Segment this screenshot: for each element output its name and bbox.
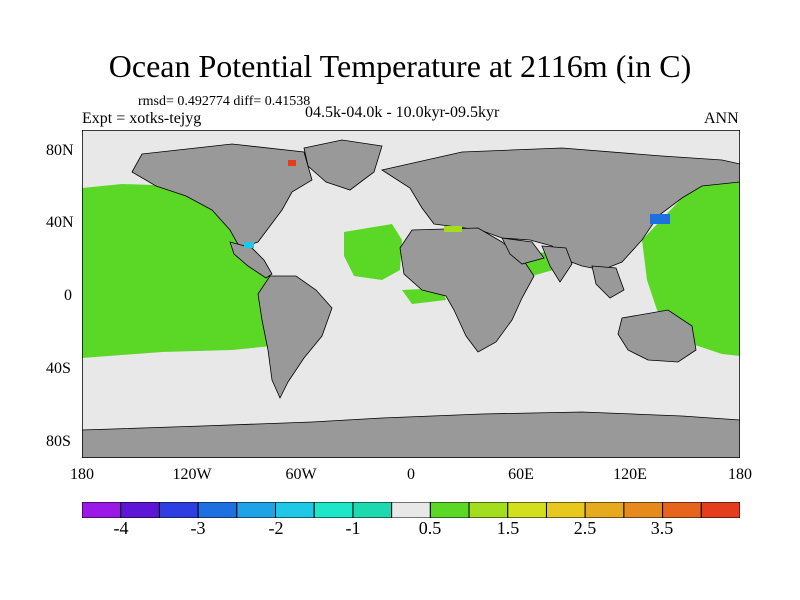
colorbar xyxy=(82,502,740,518)
colorbar-label-neg4: -4 xyxy=(113,518,129,538)
lon-label-120e: 120E xyxy=(613,466,647,483)
colorbar-box-4 xyxy=(236,502,277,518)
lat-label-40n: 40N xyxy=(46,214,74,231)
colorbar-box-5 xyxy=(275,502,315,518)
colorbar-label-neg2: -2 xyxy=(268,518,284,538)
colorbar-label-2-5: 2.5 xyxy=(573,518,597,538)
ocean-temperature-map xyxy=(82,130,740,458)
colorbar-box-6 xyxy=(313,502,354,518)
colorbar-box-14 xyxy=(623,502,664,518)
experiment-label: Expt = xotks-tejyg xyxy=(82,110,202,127)
stats-label: rmsd= 0.492774 diff= 0.41538 xyxy=(138,94,311,109)
colorbar-box-16 xyxy=(700,502,740,518)
gulf-cyan-spot xyxy=(244,242,254,248)
southeast-asia xyxy=(591,265,625,299)
map-title: Ocean Potential Temperature at 2116m (in… xyxy=(108,48,692,84)
south-america xyxy=(257,275,333,399)
colorbar-label-neg3: -3 xyxy=(190,518,206,538)
lon-label-60w: 60W xyxy=(285,466,317,483)
colorbar-box-13 xyxy=(584,502,625,518)
colorbar-box-7 xyxy=(352,502,393,518)
pacific-anomaly-east xyxy=(82,184,314,358)
colorbar-box-3 xyxy=(197,502,238,518)
colorbar-box-1 xyxy=(120,502,160,518)
arabia xyxy=(501,237,545,265)
antarctica xyxy=(82,411,740,458)
colorbar-label-neg1: -1 xyxy=(345,518,361,538)
mediterranean-spot xyxy=(444,226,462,232)
lat-label-40s: 40S xyxy=(46,360,71,377)
colorbar-label-3-5: 3.5 xyxy=(650,518,674,538)
lat-label-0: 0 xyxy=(64,287,72,304)
colorbar-box-2 xyxy=(158,502,199,518)
colorbar-box-10 xyxy=(468,502,509,518)
lat-label-80s: 80S xyxy=(46,433,71,450)
colorbar-box-8 xyxy=(391,502,431,518)
north-america xyxy=(131,143,313,249)
colorbar-box-12 xyxy=(545,502,586,518)
arctic-hot-spot xyxy=(288,160,296,166)
colorbar-box-9 xyxy=(429,502,470,518)
atlantic-anomaly xyxy=(344,224,402,280)
lon-label-180e: 180 xyxy=(728,466,752,483)
colorbar-box-15 xyxy=(662,502,702,518)
eurasia xyxy=(380,147,740,271)
greenland xyxy=(303,139,383,191)
lon-label-120w: 120W xyxy=(172,466,212,483)
colorbar-box-11 xyxy=(507,502,547,518)
india xyxy=(541,245,573,283)
season-label: ANN xyxy=(704,110,739,127)
lat-label-80n: 80N xyxy=(46,142,74,159)
colorbar-box-0 xyxy=(82,502,122,518)
australia xyxy=(617,309,697,363)
colorbar-label-0-5: 0.5 xyxy=(418,518,442,538)
lon-label-0: 0 xyxy=(407,466,415,483)
lon-label-180w: 180 xyxy=(70,466,94,483)
period-label: 04.5k-04.0k - 10.0kyr-09.5kyr xyxy=(305,104,500,121)
lon-label-60e: 60E xyxy=(508,466,534,483)
land-masses xyxy=(82,139,740,458)
japan-sea-cool-spot xyxy=(650,214,670,224)
colorbar-label-1-5: 1.5 xyxy=(496,518,520,538)
central-america xyxy=(229,241,273,279)
